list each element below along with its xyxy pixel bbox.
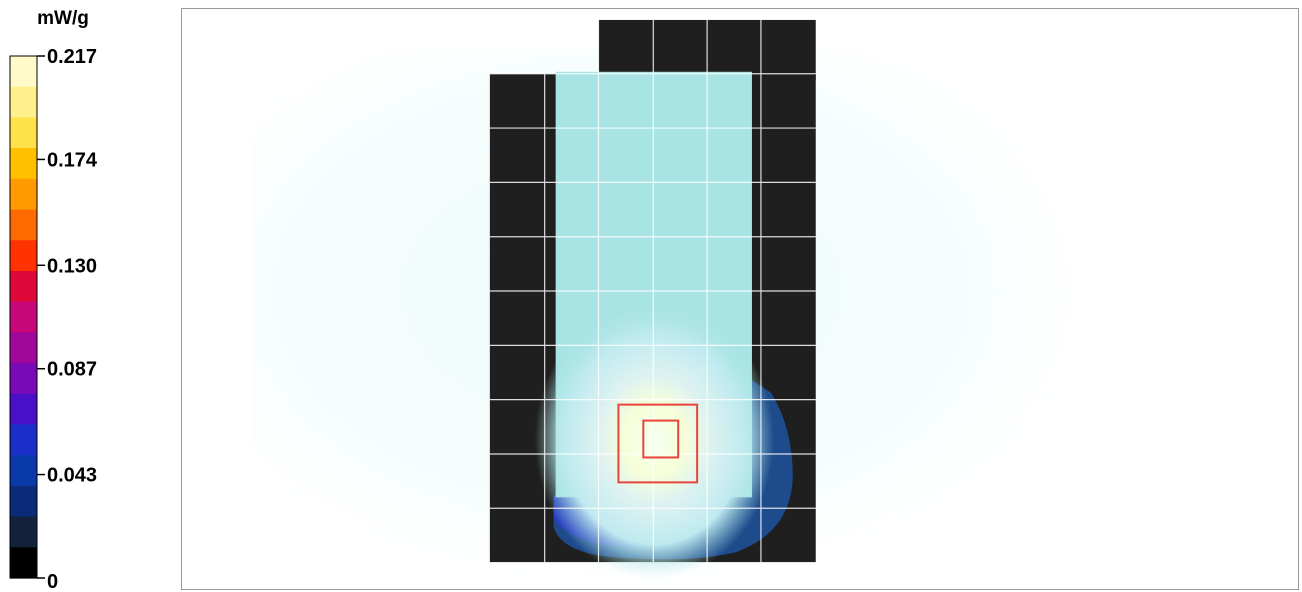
colorbar-ticks: 0.217 0.174 0.130 0.087 0.043 0 (37, 46, 98, 592)
colorbar-swatch (10, 516, 37, 548)
colorbar-tick-label: 0.174 (47, 149, 98, 171)
colorbar-swatch (10, 270, 37, 303)
colorbar-swatch (10, 117, 37, 149)
cube-marker-inner (642, 419, 680, 459)
colorbar-swatch (10, 424, 37, 456)
colorbar-swatch (10, 332, 37, 364)
colorbar-swatch (10, 547, 37, 579)
colorbar-swatch (10, 301, 37, 333)
colorbar-tick-label: 0.087 (47, 359, 97, 381)
colorbar-swatch (10, 86, 37, 119)
colorbar-swatch (10, 209, 37, 241)
colorbar-tick-label: 0.217 (47, 46, 97, 68)
hotspot (534, 299, 774, 580)
colorbar-swatch (10, 485, 37, 518)
colorbar-swatch (10, 393, 37, 426)
colorbar-swatches (9, 55, 38, 579)
colorbar-swatch (10, 56, 37, 88)
cube-marker-outer (617, 403, 699, 484)
colorbar-tick-label: 0.043 (47, 465, 97, 487)
colorbar-tick-label: 0.130 (47, 255, 97, 277)
colorbar-swatch (10, 148, 37, 180)
colorbar-swatch (10, 240, 37, 272)
colorbar-swatch (10, 363, 37, 395)
colorbar-unit-label: mW/g (37, 8, 89, 29)
colorbar-tick-label: 0 (47, 571, 58, 592)
sar-plot-area (181, 8, 1299, 590)
colorbar: 0.217 0.174 0.130 0.087 0.043 0 mW/g (9, 8, 98, 592)
colorbar-swatch (10, 178, 37, 211)
grid-lines (489, 19, 816, 563)
colorbar-swatch (10, 455, 37, 487)
colorbar-outline (9, 55, 38, 579)
